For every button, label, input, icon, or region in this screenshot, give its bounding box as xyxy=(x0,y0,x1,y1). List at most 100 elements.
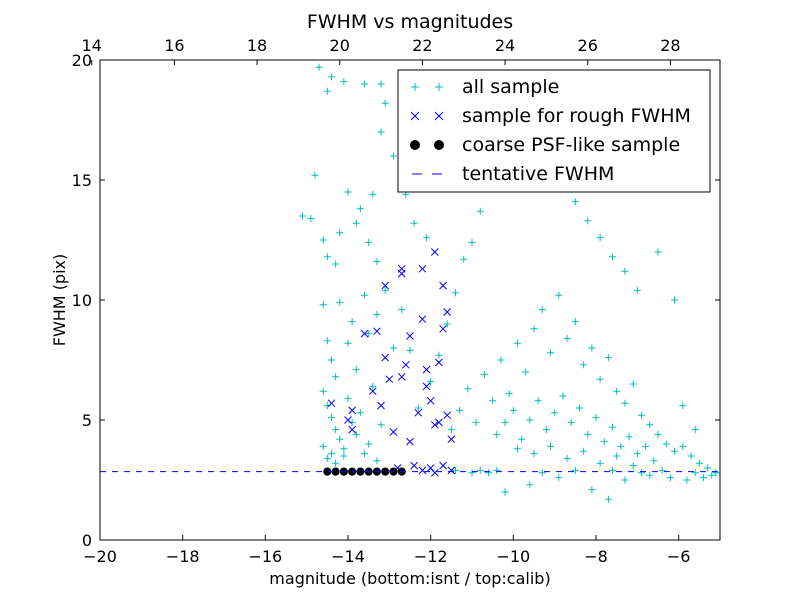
series-2-point xyxy=(422,382,431,391)
series-1-point xyxy=(307,214,315,222)
series-2-point xyxy=(447,435,456,444)
legend: all sample sample for rough FWHM coarse PS… xyxy=(397,69,711,193)
legend-marker xyxy=(410,111,420,121)
series-1-point xyxy=(679,442,687,450)
series-1-point xyxy=(344,188,352,196)
series-1-point xyxy=(530,325,538,333)
series-1-point xyxy=(451,289,459,297)
series-1-point xyxy=(336,298,344,306)
y-tick-label: 20 xyxy=(72,51,92,70)
series-1-point xyxy=(580,361,588,369)
series-1-point xyxy=(369,190,377,198)
series-1-point xyxy=(518,435,526,443)
legend-label: tentative FWHM xyxy=(462,163,614,185)
series-2-point xyxy=(414,408,423,417)
series-1-point xyxy=(472,418,480,426)
plot-frame xyxy=(99,59,721,541)
series-1-point xyxy=(534,397,542,405)
series-1-point xyxy=(708,471,716,479)
series-2-point xyxy=(327,399,336,408)
x-tick-label: −20 xyxy=(83,547,117,566)
series-1-point xyxy=(356,409,364,417)
series-1-point xyxy=(526,481,534,489)
series-1-point xyxy=(323,454,331,462)
series-1-point xyxy=(485,469,493,477)
series-1-point xyxy=(369,382,377,390)
series-1-point xyxy=(381,99,389,107)
series-1-point xyxy=(613,387,621,395)
series-1-point xyxy=(406,346,414,354)
series-1-point xyxy=(447,426,455,434)
series-1-point xyxy=(547,349,555,357)
series-1-point xyxy=(435,351,443,359)
series-1-point xyxy=(299,212,307,220)
series-2-point xyxy=(410,461,418,470)
top-tick-label: 22 xyxy=(412,36,432,55)
series-1-point xyxy=(609,466,617,474)
series-1-point xyxy=(464,385,472,393)
series-1-point xyxy=(344,339,352,347)
series-1-point xyxy=(468,238,476,246)
series-2-point xyxy=(443,308,452,316)
series-1-point xyxy=(323,337,331,345)
series-1-point xyxy=(538,469,546,477)
series-1-point xyxy=(712,469,720,477)
series-1-point xyxy=(695,459,703,467)
series-1-point xyxy=(542,426,550,434)
series-1-point xyxy=(633,450,641,458)
y-tick-label: 10 xyxy=(72,291,92,310)
series-1-point xyxy=(315,63,323,71)
series-2-point xyxy=(426,396,435,405)
series-1-point xyxy=(629,462,637,470)
series-1-point xyxy=(609,253,617,261)
series-1-point xyxy=(584,430,592,438)
axis-ticks: −20 −18 −16 −14 −12 −10 −8 −6 14 16 18 20 22 24 26 28 0 5… xyxy=(72,36,720,566)
top-tick-label: 14 xyxy=(82,36,102,55)
series-1-point xyxy=(683,476,691,484)
series-1-point xyxy=(530,450,538,458)
series-1-point xyxy=(344,394,352,402)
legend-marker xyxy=(434,140,444,150)
series-1-point xyxy=(327,356,335,364)
series-1-point xyxy=(410,219,418,227)
series-1-point xyxy=(687,452,695,460)
series-1-point xyxy=(563,334,571,342)
series-1-point xyxy=(513,445,521,453)
y-tick-label: 15 xyxy=(72,171,92,190)
series-2-point xyxy=(402,360,410,369)
x-tick-label: −8 xyxy=(584,547,608,566)
series-1-point xyxy=(389,152,397,160)
series-1-point xyxy=(642,442,650,450)
series-1-point xyxy=(361,291,369,299)
series-1-point xyxy=(699,474,707,482)
series-1-point xyxy=(588,486,596,494)
series-1-point xyxy=(361,450,369,458)
series-1-point xyxy=(451,466,459,474)
series-1-point xyxy=(476,207,484,215)
series-1-point xyxy=(551,409,559,417)
series-1-point xyxy=(671,447,679,455)
series-1-point xyxy=(493,430,501,438)
legend-label: all sample xyxy=(462,76,559,98)
series-2-point xyxy=(381,281,390,290)
series-1-point xyxy=(526,416,534,424)
series-1-point xyxy=(646,421,654,429)
series-1-point xyxy=(691,426,699,434)
series-1-point xyxy=(666,474,674,482)
series-2-point xyxy=(381,353,390,362)
series-1-point xyxy=(588,344,596,352)
series-1-point xyxy=(513,339,521,347)
series-1-point xyxy=(398,306,406,314)
legend-marker xyxy=(410,140,420,150)
series-2-point xyxy=(422,365,431,374)
series-1-point xyxy=(373,310,381,318)
series-1-point xyxy=(509,406,517,414)
y-axis-label: FWHM (pix) xyxy=(50,254,69,347)
series-1-point xyxy=(596,459,604,467)
series-1-point xyxy=(327,450,335,458)
series-3-point xyxy=(381,467,390,476)
series-2-point xyxy=(344,416,352,424)
series-1-point xyxy=(604,495,612,503)
series-1-point xyxy=(563,454,571,462)
series-1-point xyxy=(571,198,579,206)
